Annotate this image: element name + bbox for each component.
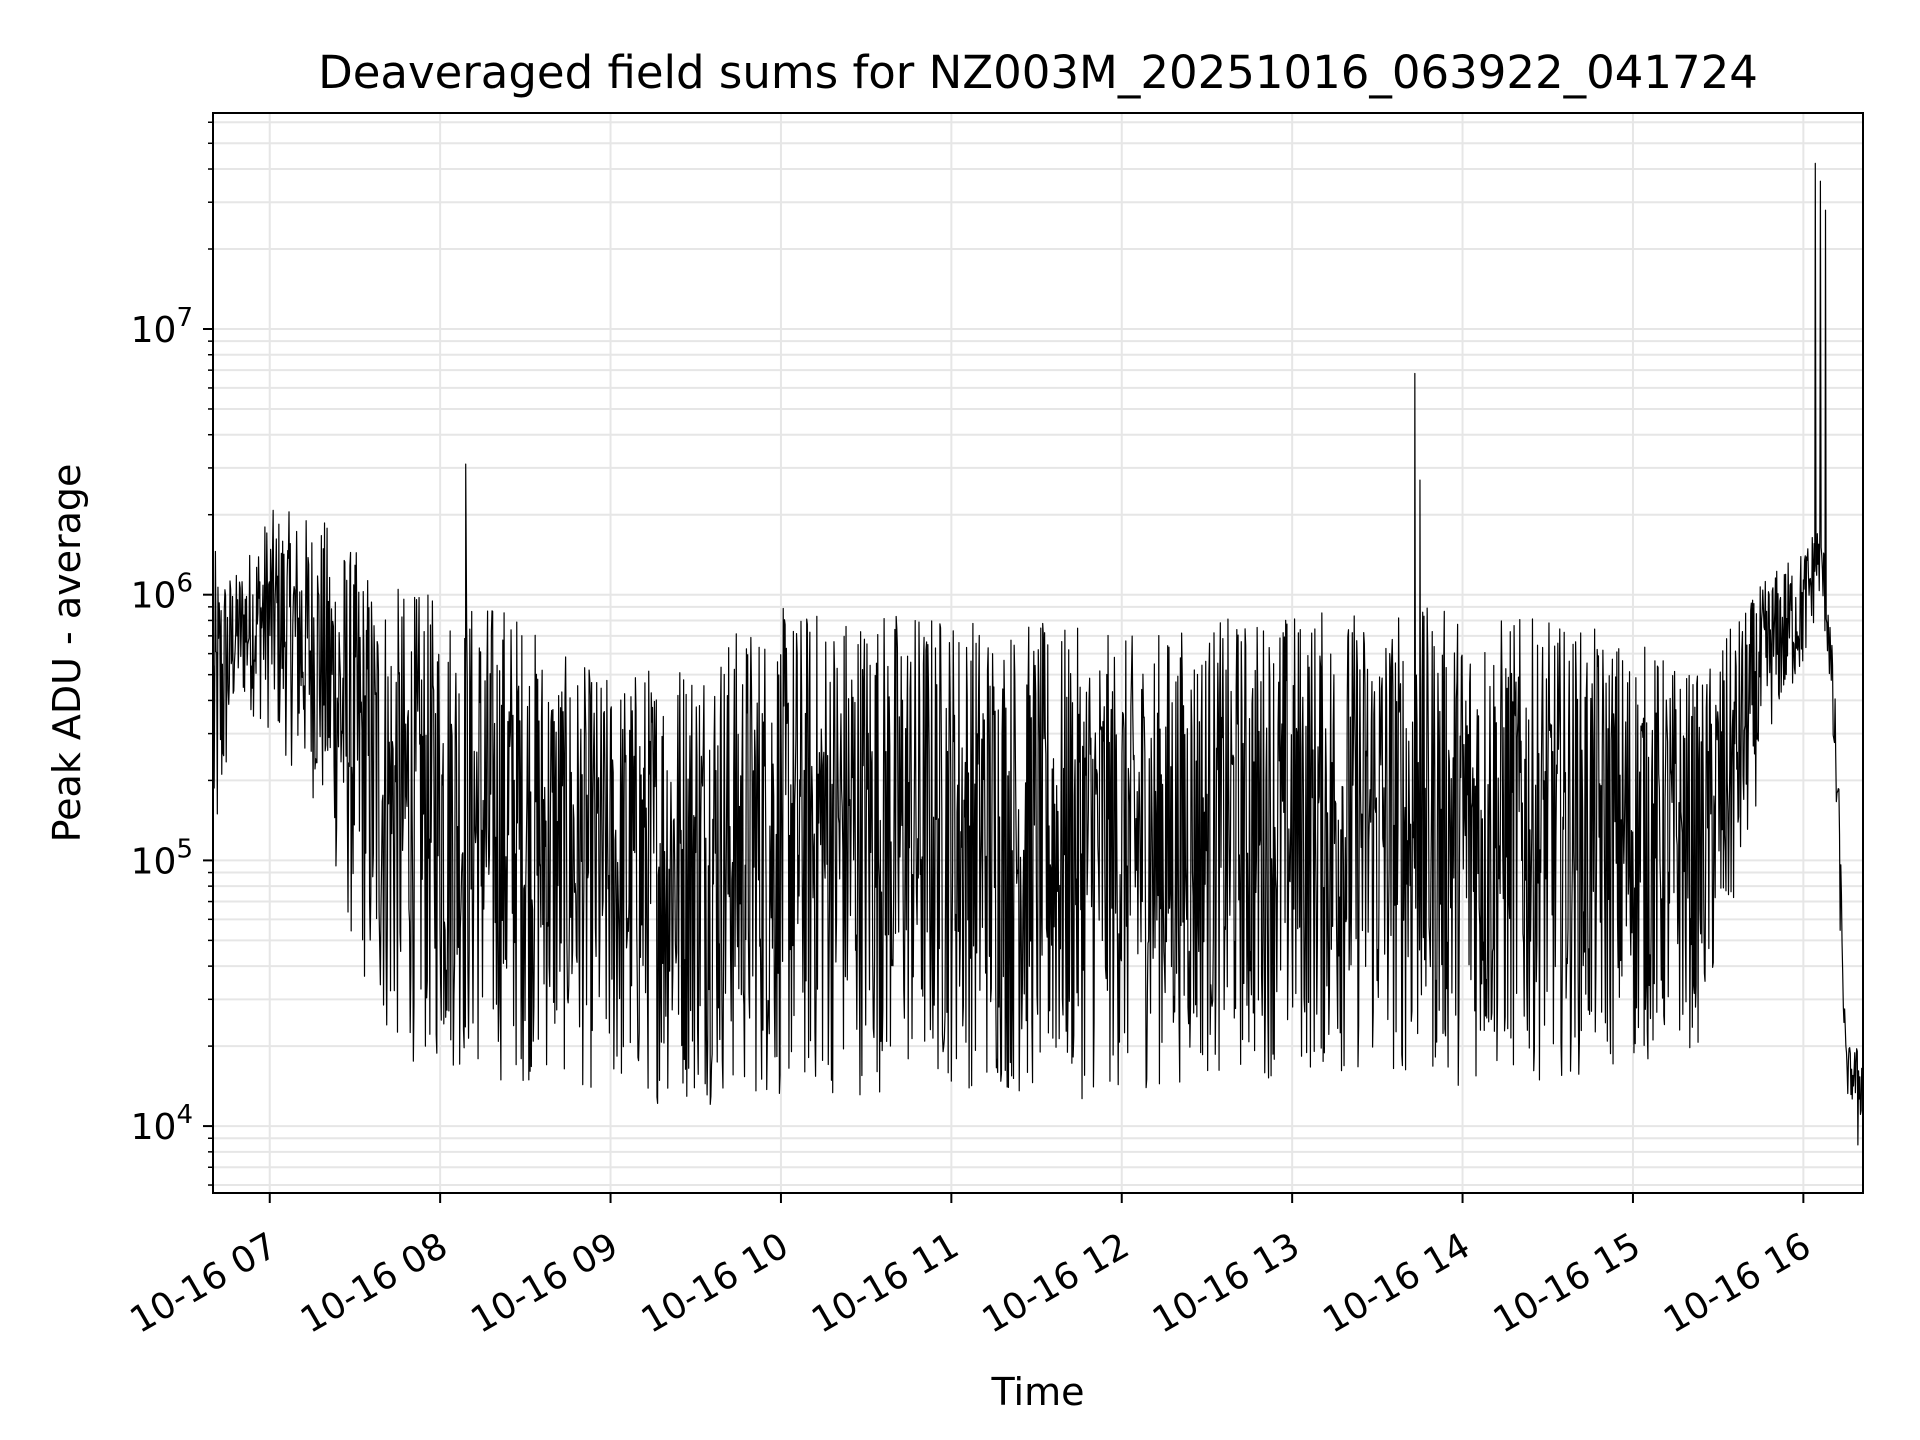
series-line — [212, 162, 1864, 1146]
y-tick-exponent: 4 — [176, 1100, 193, 1130]
series-peak-adu — [212, 162, 1864, 1146]
chart-title: Deaveraged field sums for NZ003M_2025101… — [318, 46, 1758, 99]
y-tick-base: 10 — [131, 310, 177, 351]
y-tick-base: 10 — [131, 841, 177, 882]
x-axis-label: Time — [991, 1370, 1085, 1414]
y-tick-exponent: 5 — [176, 834, 193, 864]
y-tick-exponent: 7 — [176, 303, 193, 333]
y-tick-label: 106 — [131, 569, 193, 617]
y-tick-base: 10 — [131, 576, 177, 617]
y-tick-label: 105 — [131, 834, 193, 882]
y-axis-label: Peak ADU - average — [45, 464, 89, 843]
y-tick-label: 107 — [131, 303, 193, 351]
y-tick-base: 10 — [131, 1107, 177, 1148]
y-tick-label: 104 — [131, 1100, 193, 1148]
y-tick-exponent: 6 — [176, 569, 193, 599]
